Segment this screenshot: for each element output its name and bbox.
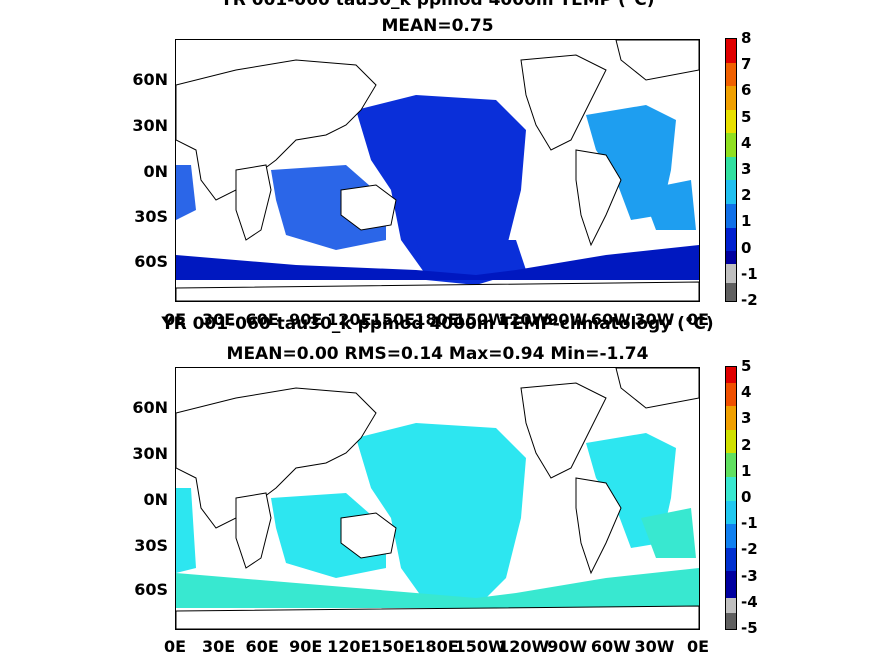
panel2-title: YR 001-060 tau30_k ppmod 4000m TEMP-clim…	[161, 314, 714, 334]
colorbar-2-tick: 4	[741, 383, 752, 402]
colorbar-2-tick: 1	[741, 461, 752, 480]
p2-lat-0n: 0N	[143, 490, 168, 509]
p2-lon-label: 30W	[634, 637, 675, 656]
colorbar-2-tick: -1	[741, 514, 758, 533]
p1-lon-label: 60E	[245, 310, 279, 329]
colorbar-2-tick: -5	[741, 619, 758, 637]
p1-lat-30s: 30S	[134, 207, 168, 226]
p1-lon-label: 60W	[590, 310, 631, 329]
p1-lon-label: 150E	[370, 310, 416, 329]
colorbar-1-tick: -2	[741, 291, 758, 309]
colorbar-1-tick: 3	[741, 160, 752, 178]
colorbar-2-tick: 5	[741, 357, 752, 375]
colorbar-2-tick: 2	[741, 435, 752, 454]
colorbar-2-tick: 0	[741, 488, 752, 506]
north-pacific-fill-2	[356, 423, 526, 608]
map-panel-1	[175, 39, 700, 302]
southern-ocean-fill-2	[176, 568, 699, 608]
p2-lon-label: 0E	[686, 637, 710, 656]
southern-ocean-fill	[176, 245, 699, 280]
p2-lon-label: 120E	[327, 637, 372, 656]
p1-lon-label: 120W	[498, 310, 550, 329]
p2-lon-label: 150E	[370, 637, 416, 656]
p1-lat-60n: 60N	[132, 70, 168, 89]
p1-lon-label: 90W	[547, 310, 588, 329]
p1-lat-60s: 60S	[134, 252, 168, 271]
p1-lon-label: 180E	[414, 310, 459, 329]
map-1-svg	[176, 40, 699, 301]
south-atlantic-fill	[641, 180, 696, 230]
colorbar-2-tick: -2	[741, 540, 758, 559]
colorbar-1-tick: 7	[741, 55, 752, 74]
p1-lon-label: 150W	[454, 310, 506, 329]
colorbar-1-tick: 6	[741, 81, 752, 100]
panel1-subtitle: MEAN=0.75	[381, 16, 494, 36]
p2-lon-label: 60E	[245, 637, 279, 656]
colorbar-2	[725, 366, 737, 630]
p2-lon-label: 60W	[590, 637, 631, 656]
panel2-subtitle: MEAN=0.00 RMS=0.14 Max=0.94 Min=-1.74	[226, 344, 649, 364]
p2-lon-label: 150W	[454, 637, 506, 656]
p1-lon-label: 0E	[163, 310, 187, 329]
p2-lat-60n: 60N	[132, 398, 168, 417]
colorbar-1-tick: 0	[741, 238, 752, 257]
south-atlantic-fill-2	[641, 508, 696, 558]
panel1-title: YR 001-060 tau30_k ppmod 4000m TEMP (°C)	[220, 0, 655, 10]
colorbar-1-tick: 4	[741, 133, 752, 152]
p1-lat-30n: 30N	[132, 116, 168, 135]
colorbar-1-tick: 8	[741, 29, 752, 47]
west-edge-fill	[176, 165, 196, 220]
colorbar-1-tick: -1	[741, 264, 758, 283]
p1-lon-label: 30E	[201, 310, 236, 329]
map-panel-2	[175, 367, 700, 630]
p1-lat-0n: 0N	[143, 162, 168, 181]
colorbar-1-tick: 5	[741, 107, 752, 126]
north-pacific-fill	[356, 95, 526, 280]
p1-lon-label: 120E	[327, 310, 372, 329]
colorbar-1	[725, 38, 737, 302]
p2-lon-label: 120W	[498, 637, 550, 656]
p2-lon-label: 30E	[201, 637, 236, 656]
p2-lon-label: 90W	[547, 637, 588, 656]
p1-lon-label: 30W	[634, 310, 675, 329]
p2-lon-label: 90E	[289, 637, 323, 656]
colorbar-1-tick: 2	[741, 186, 752, 205]
colorbar-2-tick: -3	[741, 566, 758, 585]
colorbar-2-tick: 3	[741, 409, 752, 428]
indian-ocean-fill-2	[271, 493, 386, 578]
west-edge-fill-2	[176, 488, 196, 573]
map-2-svg	[176, 368, 699, 629]
p2-lat-60s: 60S	[134, 580, 168, 599]
colorbar-1-tick: 1	[741, 212, 752, 231]
p2-lon-label: 0E	[163, 637, 187, 656]
continents-1	[176, 40, 699, 301]
p1-lon-label: 90E	[289, 310, 323, 329]
p2-lat-30s: 30S	[134, 536, 168, 555]
continents-2	[176, 368, 699, 629]
p2-lon-label: 180E	[414, 637, 459, 656]
p1-lon-label: 0E	[686, 310, 710, 329]
p2-lat-30n: 30N	[132, 444, 168, 463]
indian-ocean-fill	[271, 165, 386, 250]
colorbar-2-tick: -4	[741, 592, 758, 611]
